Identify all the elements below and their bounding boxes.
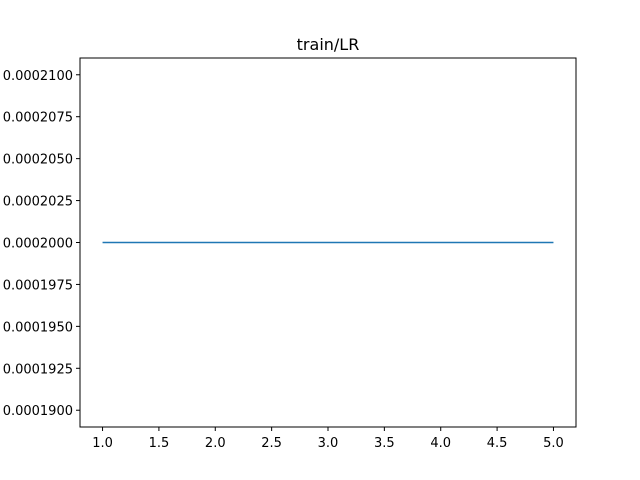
x-tick-label: 4.0 bbox=[430, 436, 451, 451]
x-tick-label: 2.0 bbox=[205, 436, 226, 451]
chart-title: train/LR bbox=[297, 35, 360, 54]
x-tick-label: 5.0 bbox=[543, 436, 564, 451]
x-tick-label: 2.5 bbox=[261, 436, 282, 451]
x-tick-label: 1.5 bbox=[149, 436, 170, 451]
x-tick-label: 3.5 bbox=[374, 436, 395, 451]
y-tick-label: 0.0001950 bbox=[3, 320, 73, 335]
x-tick-label: 1.0 bbox=[92, 436, 113, 451]
y-tick-label: 0.0002100 bbox=[3, 69, 73, 84]
y-tick-label: 0.0002050 bbox=[3, 153, 73, 168]
plot-frame bbox=[79, 57, 577, 428]
x-tick-label: 4.5 bbox=[487, 436, 508, 451]
y-tick-label: 0.0001925 bbox=[3, 362, 73, 377]
ticks-layer: 1.0 1.5 2.0 2.5 3.0 3.5 4.0 4.5 5.0 0.0001900 0.00… bbox=[3, 69, 564, 451]
y-tick-label: 0.0001900 bbox=[3, 404, 73, 419]
x-tick-label: 3.0 bbox=[318, 436, 339, 451]
y-tick-label: 0.0001975 bbox=[3, 278, 73, 293]
y-tick-label: 0.0002025 bbox=[3, 195, 73, 210]
y-tick-label: 0.0002075 bbox=[3, 111, 73, 126]
y-tick-label: 0.0002000 bbox=[3, 237, 73, 252]
